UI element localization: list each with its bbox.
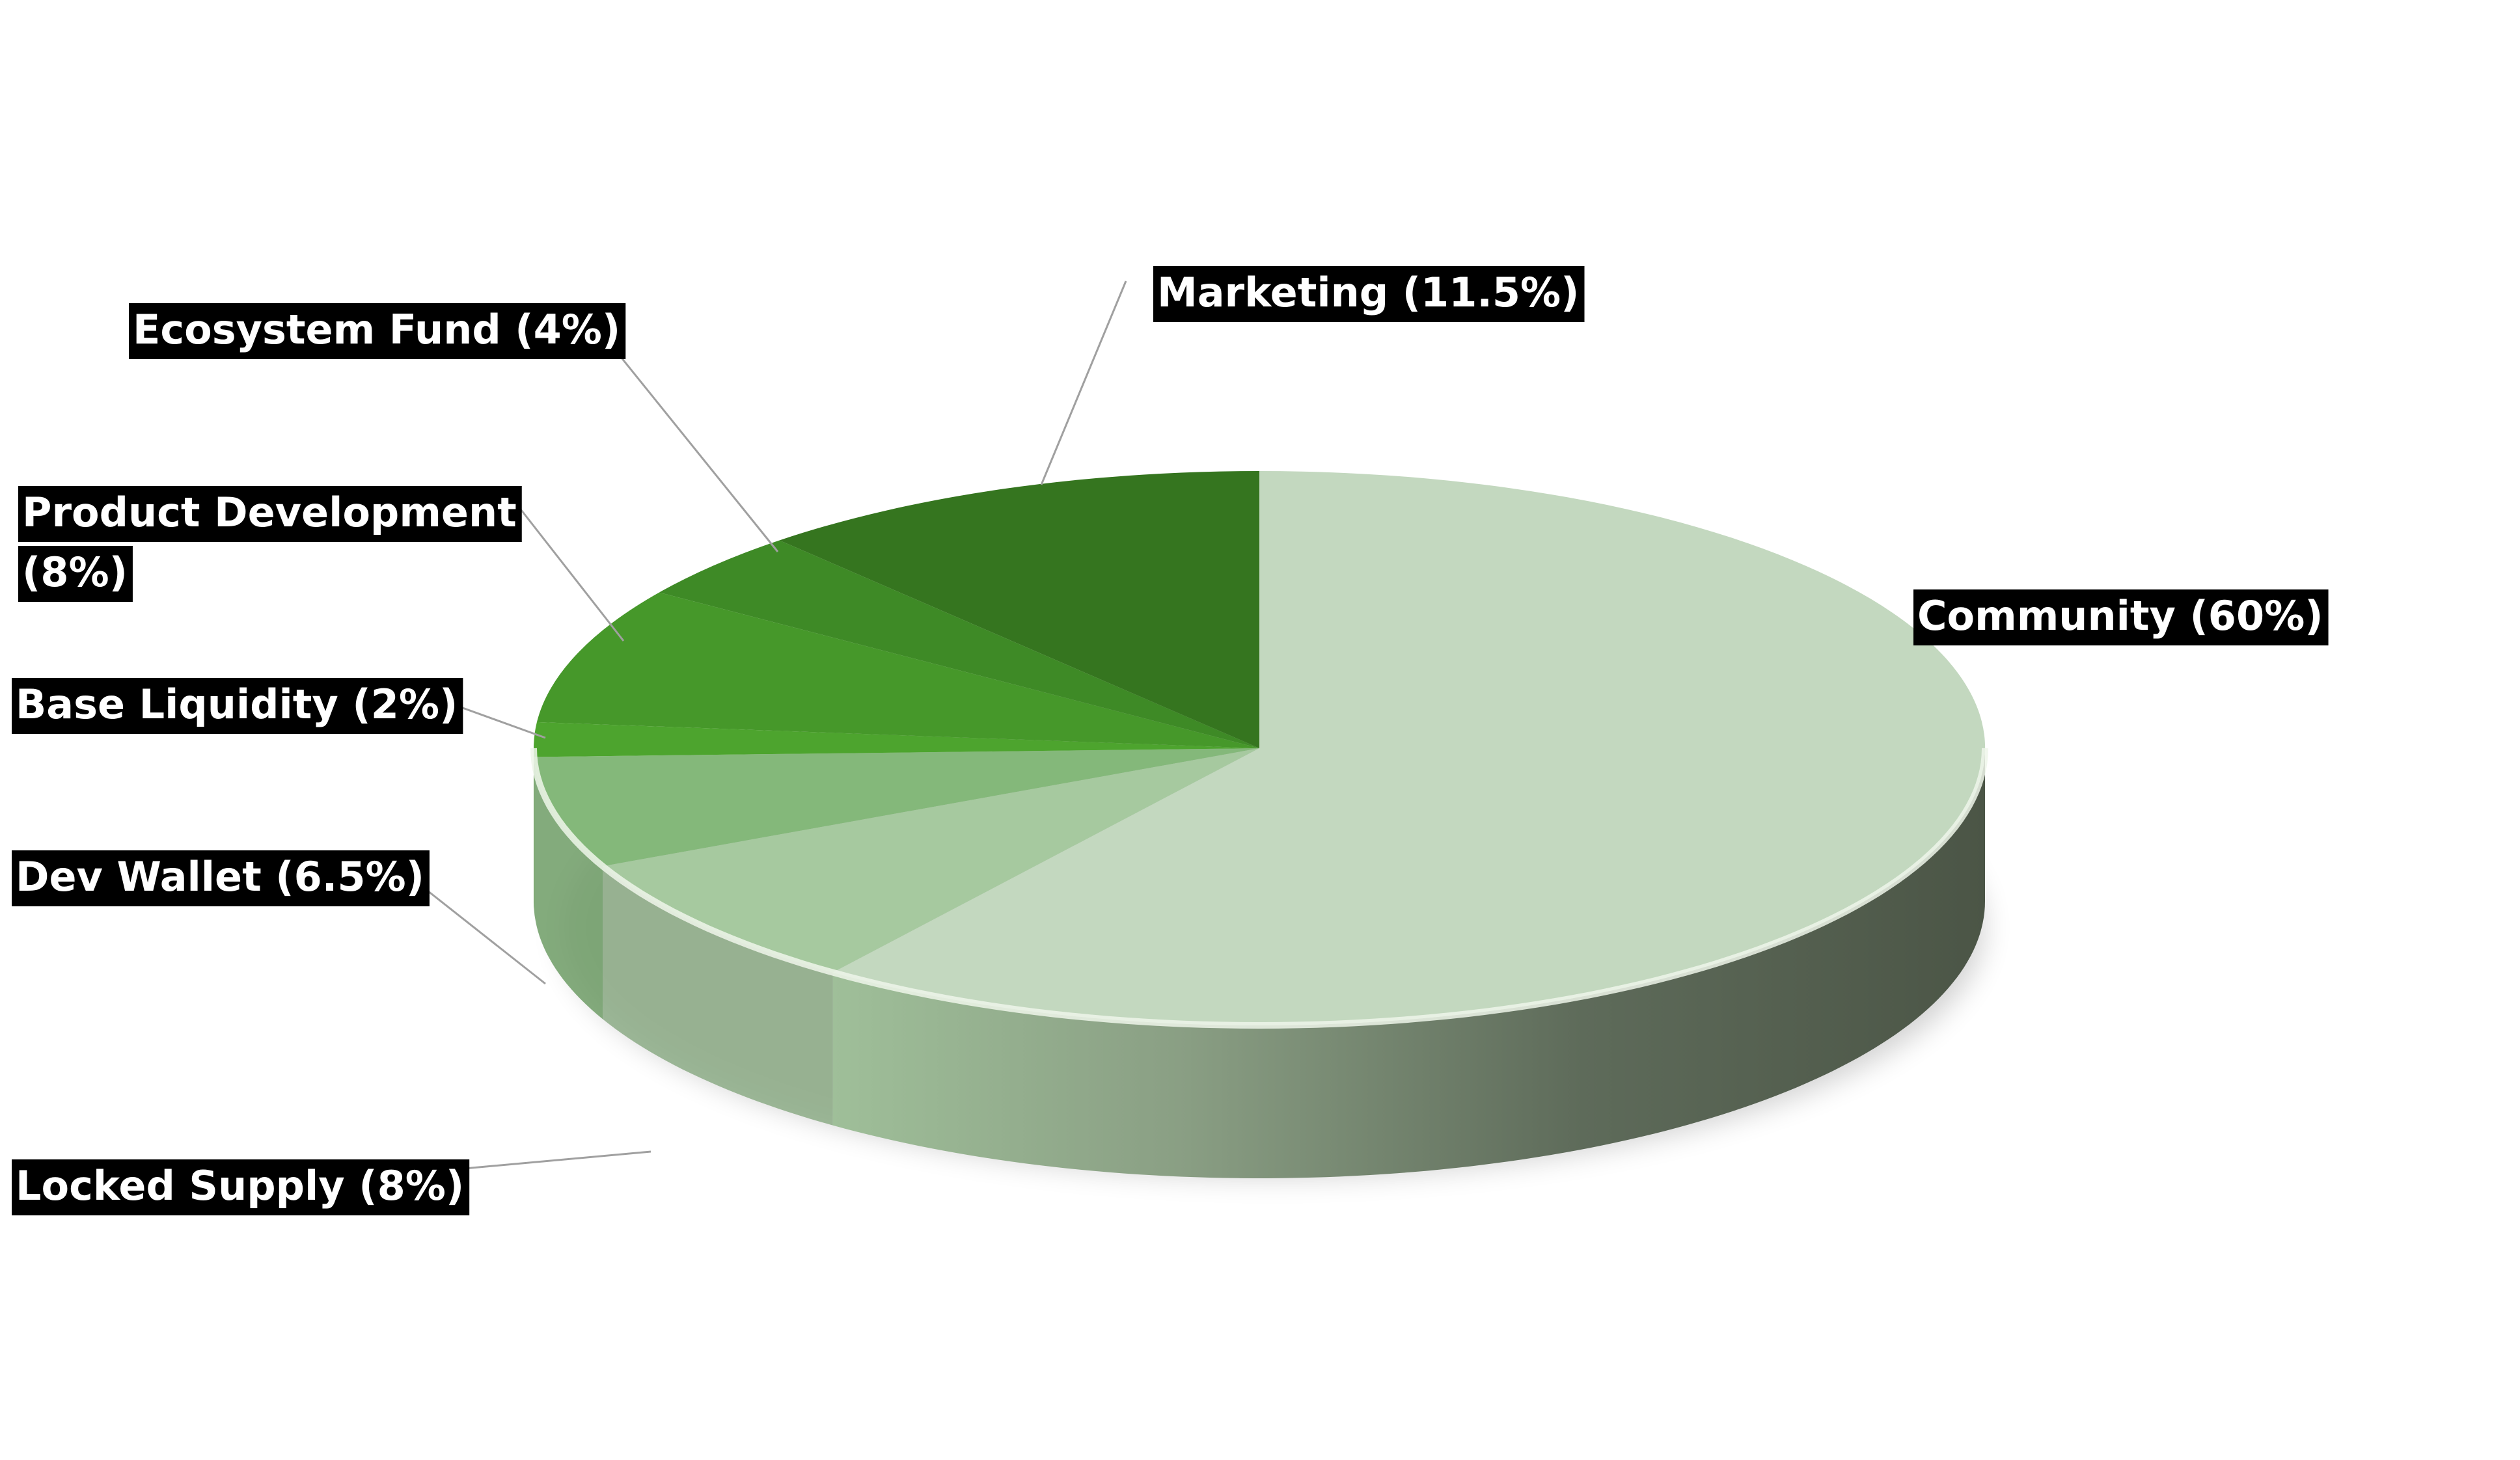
data-label-bg-3 — [12, 678, 463, 734]
data-label-3: Base Liquidity (2%) — [12, 678, 463, 734]
pie-slice-6 — [779, 471, 1259, 748]
pie-slice-3 — [534, 722, 1259, 757]
pie-side-2 — [534, 757, 603, 1020]
pie-rim-highlight — [530, 748, 1988, 1029]
data-label-1: Locked Supply (8%) — [12, 1159, 470, 1215]
data-label-bg-5 — [129, 303, 626, 359]
pie-side-1 — [603, 866, 833, 1126]
leader-line-1 — [435, 1150, 651, 1172]
data-label-bg-4-0 — [18, 486, 522, 542]
data-label-5: Ecosystem Fund (4%) — [129, 303, 626, 359]
pie-slice-2 — [534, 748, 1259, 867]
data-label-bg-0 — [1913, 589, 2329, 645]
data-label-text-2: Dev Wallet (6.5%) — [16, 853, 424, 900]
data-label-text-1: Locked Supply (8%) — [16, 1162, 464, 1210]
data-label-0: Community (60%) — [1913, 589, 2329, 645]
pie-side-shade-1 — [603, 866, 833, 1126]
data-label-text-0: Community (60%) — [1917, 592, 2323, 640]
data-label-bg-2 — [12, 850, 430, 906]
data-label-text-4: Product Development (8%) — [22, 489, 517, 596]
data-label-bg-6 — [1153, 266, 1585, 322]
data-label-6: Marketing (11.5%) — [1153, 266, 1585, 322]
leader-line-4 — [513, 500, 625, 642]
data-label-4: Product Development (8%) — [18, 486, 522, 602]
data-label-bg-1 — [12, 1159, 470, 1215]
pie-slice-4 — [536, 592, 1259, 748]
data-label-2: Dev Wallet (6.5%) — [12, 850, 430, 906]
pie-slice-5 — [659, 540, 1259, 748]
pie-slice-1 — [603, 748, 1259, 973]
data-label-bg-4-1 — [18, 546, 133, 602]
leader-line-6 — [1040, 280, 1127, 485]
data-label-text-5: Ecosystem Fund (4%) — [133, 306, 620, 353]
data-label-text-6: Marketing (11.5%) — [1157, 269, 1580, 316]
pie-slice-0 — [832, 471, 1986, 1025]
pie-side-0 — [832, 748, 1985, 1178]
pie-side-shade-2 — [534, 757, 603, 1020]
data-label-text-3: Base Liquidity (2%) — [16, 681, 458, 728]
